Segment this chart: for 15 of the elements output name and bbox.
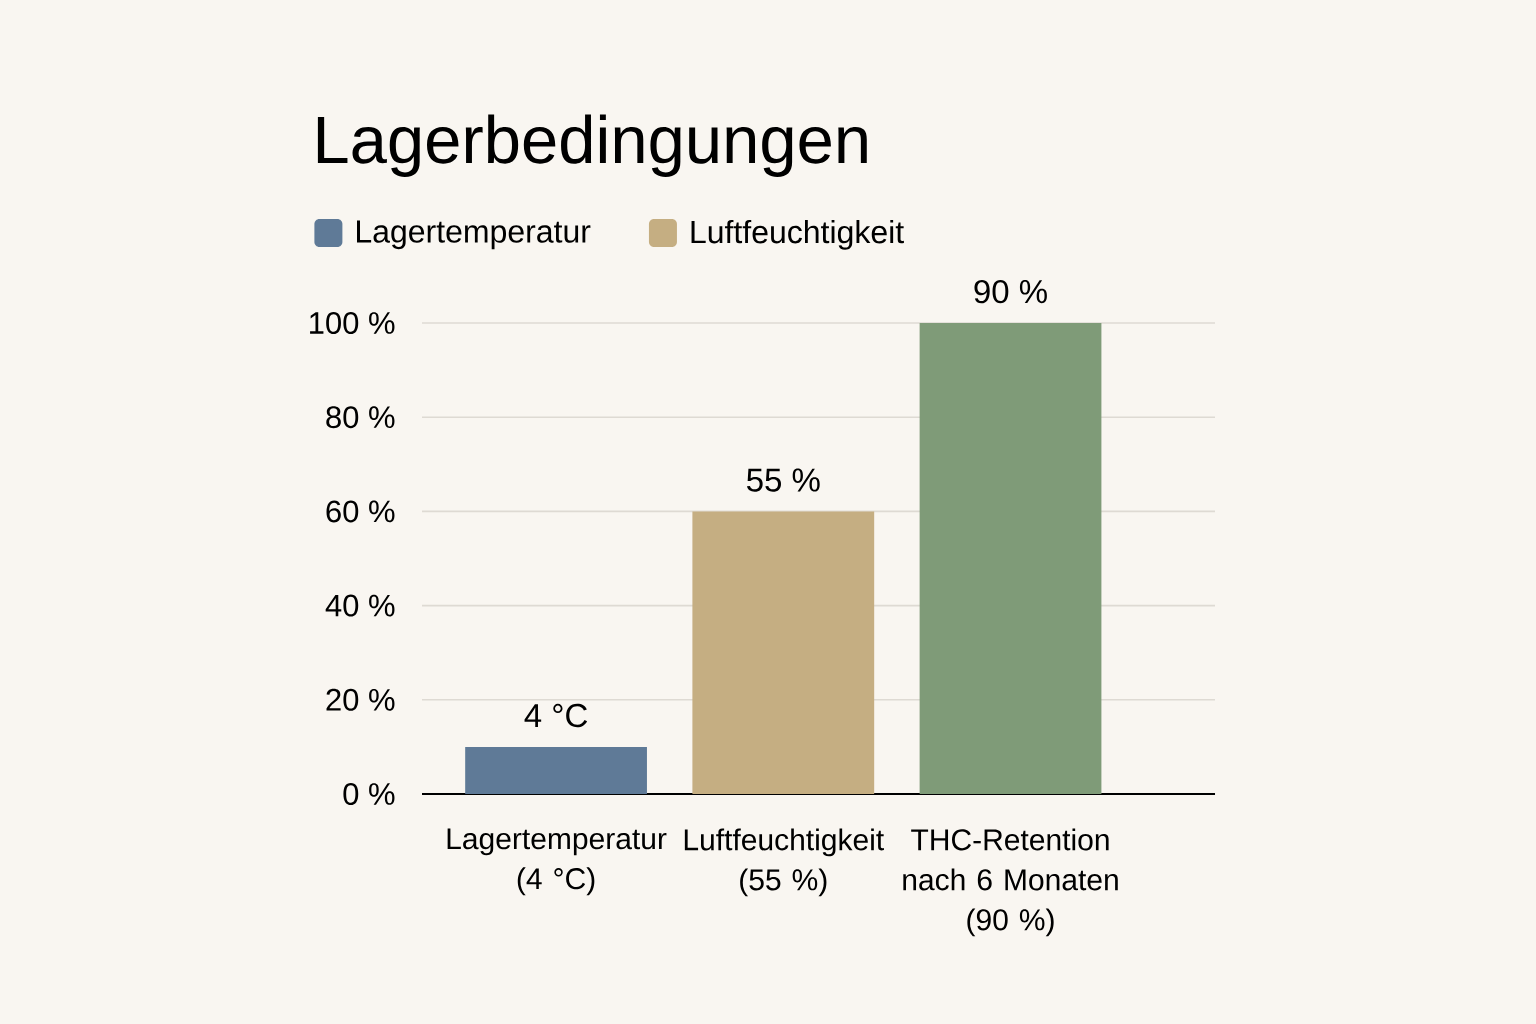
y-tick-label: 0 % — [343, 783, 395, 805]
y-tick-label: 80 % — [326, 406, 395, 429]
chart-title: Lagerbedingungen — [317, 114, 867, 177]
annotation: 4 °C — [524, 703, 588, 728]
x-tick-label: Lagertemperatur (4 °C) — [447, 828, 667, 896]
x-tick-label: THC-Retention nach 6 Monaten (90 %) — [903, 828, 1118, 937]
annotation: 90 % — [974, 279, 1047, 304]
y-tick-label: 40 % — [325, 594, 395, 617]
legend-label: Luftfeuchtigkeit — [691, 219, 904, 250]
y-tick-label: 60 % — [326, 500, 395, 523]
legend-label: Lagertemperatur — [357, 220, 591, 250]
y-tick-label: 20 % — [326, 688, 395, 711]
x-tick-label: Luftfeuchtigkeit (55 %) — [684, 828, 884, 897]
y-tick-label: 100 % — [310, 312, 395, 334]
annotation: 55 % — [746, 468, 820, 492]
